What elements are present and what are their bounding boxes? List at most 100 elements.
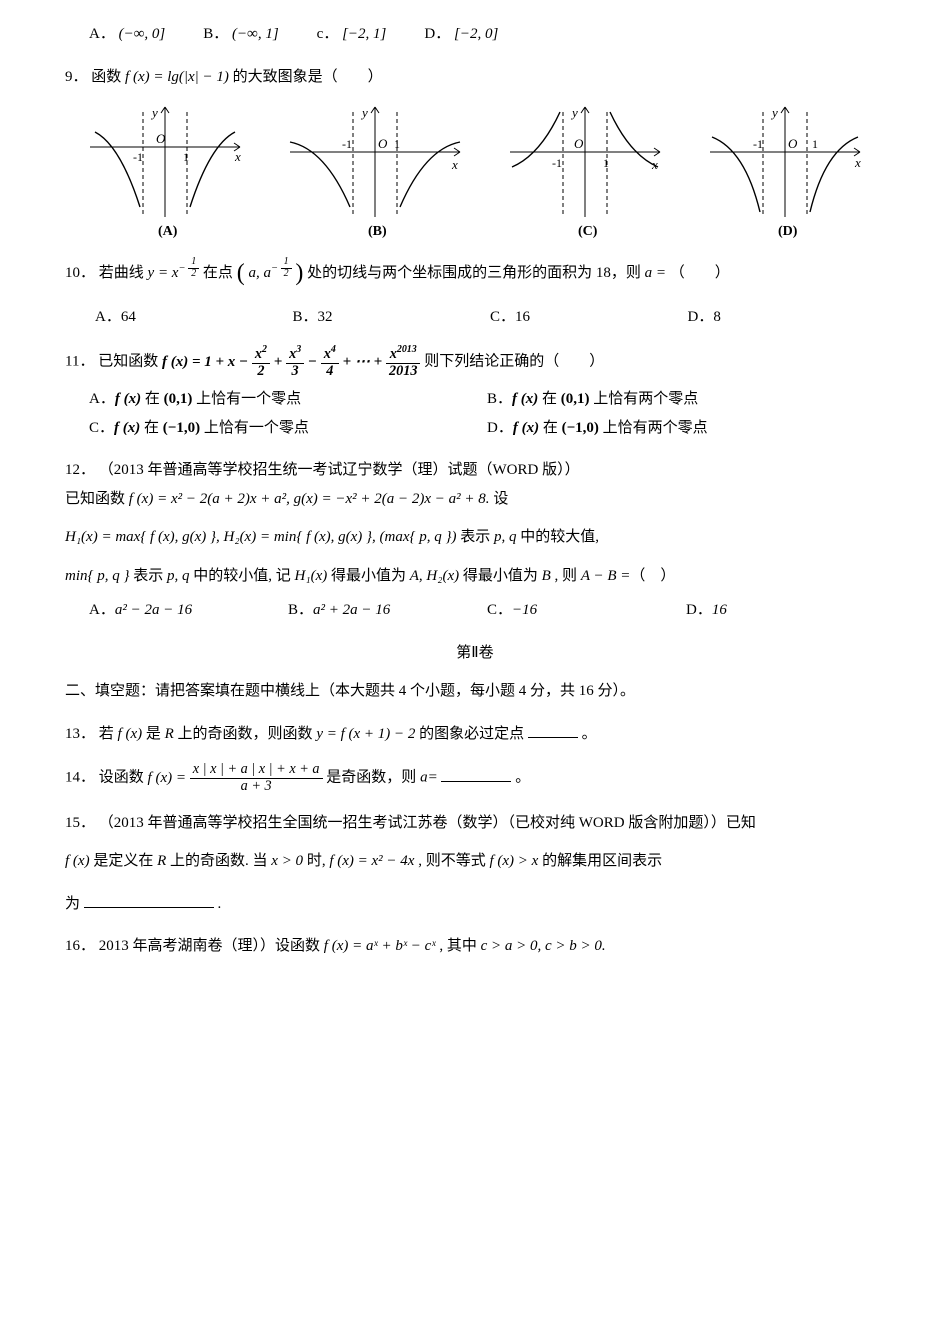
q14-func: f (x) = x | x | + a | x | + x + aa + 3: [148, 770, 327, 786]
svg-text:x: x: [854, 155, 861, 170]
q12-fdef: f (x) = x² − 2(a + 2)x + a², g(x) = −x² …: [129, 491, 490, 507]
svg-text:(C): (C): [578, 224, 598, 239]
q9-text-b: 的大致图象是（ ）: [233, 69, 383, 85]
svg-text:-1: -1: [753, 137, 763, 151]
q15-b: 是定义在: [93, 853, 157, 869]
svg-text:-1: -1: [552, 156, 562, 170]
q11-choice-b: B．f (x) 在 (0,1) 上恰有两个零点: [487, 385, 885, 414]
q9-text-a: 函数: [91, 69, 125, 85]
svg-text:1: 1: [603, 156, 609, 170]
q14: 14． 设函数 f (x) = x | x | + a | x | + x + …: [65, 762, 885, 794]
q15-l: .: [218, 896, 222, 912]
svg-text:1: 1: [394, 137, 400, 151]
q12: 12． （2013 年普通高等学校招生统一考试辽宁数学（理）试题（WORD 版）…: [65, 456, 885, 625]
q12-l3f: 得最小值为: [327, 568, 410, 584]
q12-l2b: 表示: [457, 529, 495, 545]
q9-graph-b: O x y -1 1 (B): [280, 97, 470, 237]
svg-text:-1: -1: [133, 150, 143, 164]
q12-l3i: B: [542, 568, 551, 584]
svg-text:y: y: [150, 105, 158, 120]
q12-l3h: 得最小值为: [459, 568, 542, 584]
q16-b: c > a > 0, c > b > 0.: [481, 938, 606, 954]
q10-tail: （ ）: [670, 265, 730, 281]
q8-choice-c: c． [−2, 1]: [317, 20, 387, 49]
svg-text:O: O: [574, 136, 584, 151]
q12-choice-b: B．a² + 2a − 16: [288, 596, 487, 625]
q16-f: f (x) = aˣ + bˣ − cˣ: [324, 938, 436, 954]
q12-l3b: 表示: [130, 568, 168, 584]
q15-num: 15．: [65, 815, 95, 831]
q12-num: 12．: [65, 462, 95, 478]
q10-point: (: [237, 260, 245, 286]
svg-text:O: O: [788, 136, 798, 151]
q11-choice-c: C．f (x) 在 (−1,0) 上恰有一个零点: [89, 414, 487, 443]
q11-choice-a: A．f (x) 在 (0,1) 上恰有一个零点: [89, 385, 487, 414]
q11: 11． 已知函数 f (x) = 1 + x − x22 + x33 − x44…: [65, 345, 885, 442]
q9-func: f (x) = lg(|x| − 1): [125, 69, 229, 85]
q11-num: 11．: [65, 354, 94, 370]
svg-text:-1: -1: [342, 137, 352, 151]
q12-l2d: 中的较大值,: [517, 529, 600, 545]
q14-d: 。: [515, 770, 530, 786]
q15-g: f (x) = x² − 4x: [329, 853, 414, 869]
q13-d: R: [165, 726, 174, 742]
svg-text:x: x: [651, 157, 658, 172]
q12-l3l: （ ）: [630, 568, 675, 584]
q12-l3k: A − B =: [581, 568, 631, 584]
svg-text:x: x: [451, 157, 458, 172]
part2-title: 第Ⅱ卷: [65, 639, 885, 668]
q11-text-a: 已知函数: [98, 354, 162, 370]
q12-l1a: 已知函数: [65, 491, 129, 507]
q12-l2: H₁(x) = max{ f (x), g(x) }, H₂(x) = min{…: [65, 529, 457, 545]
q10-choice-a: A．64: [95, 303, 293, 332]
q11-func: f (x) = 1 + x − x22 + x33 − x44 + ⋯ + x2…: [162, 354, 424, 370]
q8-choice-d: D． [−2, 0]: [424, 20, 498, 49]
q10-text-c: 处的切线与两个坐标围成的三角形的面积为 18，则: [307, 265, 645, 281]
svg-text:y: y: [570, 105, 578, 120]
q13-g: 的图象必过定点: [419, 726, 524, 742]
q15-e: x > 0: [271, 853, 303, 869]
q12-l3g: A, H₂(x): [410, 568, 459, 584]
q9-num: 9．: [65, 69, 88, 85]
q15-c: R: [157, 853, 166, 869]
q10-a-eq: a =: [645, 265, 666, 281]
q15-k: 为: [65, 896, 84, 912]
q14-b: 是奇函数，则: [326, 770, 420, 786]
q13-c: 是: [146, 726, 165, 742]
q15: 15． （2013 年普通高等学校招生全国统一招生考试江苏卷（数学）（已校对纯 …: [65, 809, 885, 919]
q10-text-a: 若曲线: [99, 265, 148, 281]
q13-b: f (x): [118, 726, 143, 742]
q16: 16． 2013 年高考湖南卷（理））设函数 f (x) = aˣ + bˣ −…: [65, 932, 885, 961]
q10: 10． 若曲线 y = x− 12 在点 ( a, a− 12 ) 处的切线与两…: [65, 251, 885, 331]
q8-choices: A． (−∞, 0] B． (−∞, 1] c． [−2, 1] D． [−2,…: [65, 20, 885, 49]
q12-l2c: p, q: [494, 529, 517, 545]
q10-text-b: 在点: [203, 265, 233, 281]
q14-a: 设函数: [99, 770, 148, 786]
q12-l3e: H₁(x): [295, 568, 328, 584]
q12-l3c: p, q: [167, 568, 190, 584]
q15-f: 时,: [307, 853, 330, 869]
svg-text:1: 1: [812, 137, 818, 151]
svg-text:y: y: [770, 105, 778, 120]
q12-choice-a: A．a² − 2a − 16: [89, 596, 288, 625]
q15-blank: [84, 892, 214, 908]
q16-a: , 其中: [439, 938, 480, 954]
q14-c: a=: [420, 770, 438, 786]
q9-graph-d: O x y -1 1 (D): [700, 97, 870, 237]
q10-curve: y = x− 12: [148, 265, 203, 281]
q10-point-body: a, a− 12: [248, 265, 295, 281]
svg-text:1: 1: [183, 150, 189, 164]
q10-num: 10．: [65, 265, 95, 281]
q9-graph-c: O x y -1 1 (C): [500, 97, 670, 237]
q15-j: 的解集用区间表示: [542, 853, 662, 869]
svg-text:(B): (B): [368, 224, 387, 239]
q15-d: 上的奇函数. 当: [170, 853, 271, 869]
section2-heading: 二、填空题：请把答案填在题中横线上（本大题共 4 个小题，每小题 4 分，共 1…: [65, 677, 885, 706]
q13: 13． 若 f (x) 是 R 上的奇函数，则函数 y = f (x + 1) …: [65, 720, 885, 749]
q13-num: 13．: [65, 726, 95, 742]
q8-choice-a: A． (−∞, 0]: [89, 20, 165, 49]
q16-num: 16．: [65, 938, 95, 954]
q12-src: （2013 年普通高等学校招生统一考试辽宁数学（理）试题（WORD 版））: [99, 462, 580, 478]
q9-graph-a: O x y -1 1 (A): [80, 97, 250, 237]
svg-text:y: y: [360, 105, 368, 120]
